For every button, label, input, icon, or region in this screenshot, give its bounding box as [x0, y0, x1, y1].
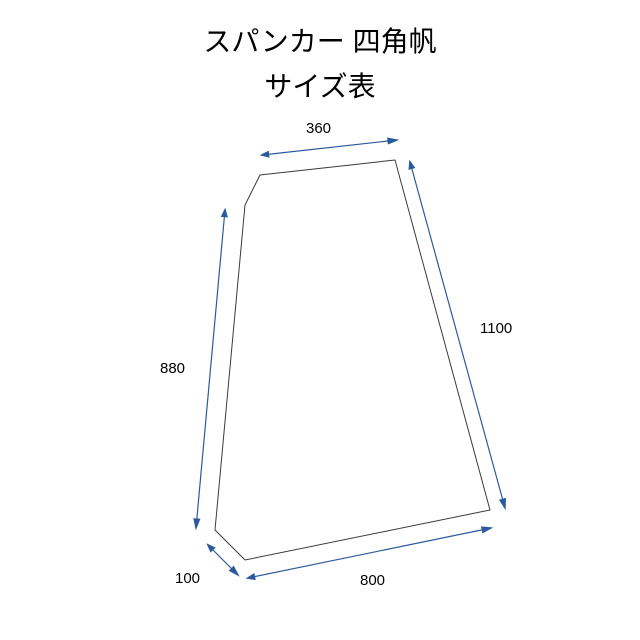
diagram-svg — [0, 130, 640, 630]
title-line-2: サイズ表 — [0, 65, 640, 110]
sail-shape — [215, 160, 490, 560]
dimension-label-bottom_width: 800 — [360, 572, 385, 589]
dimension-label-top_width: 360 — [306, 120, 331, 137]
title-line-1: スパンカー 四角帆 — [0, 20, 640, 65]
title-block: スパンカー 四角帆 サイズ表 — [0, 0, 640, 110]
dimension-label-notch: 100 — [175, 570, 200, 587]
dimension-line-top — [262, 140, 397, 155]
dimension-line-bottom_notch — [208, 545, 238, 575]
dimension-label-right_height: 1100 — [480, 320, 512, 337]
dimension-label-left_height: 880 — [160, 360, 185, 377]
size-diagram: 3601100800100880 — [0, 130, 640, 630]
